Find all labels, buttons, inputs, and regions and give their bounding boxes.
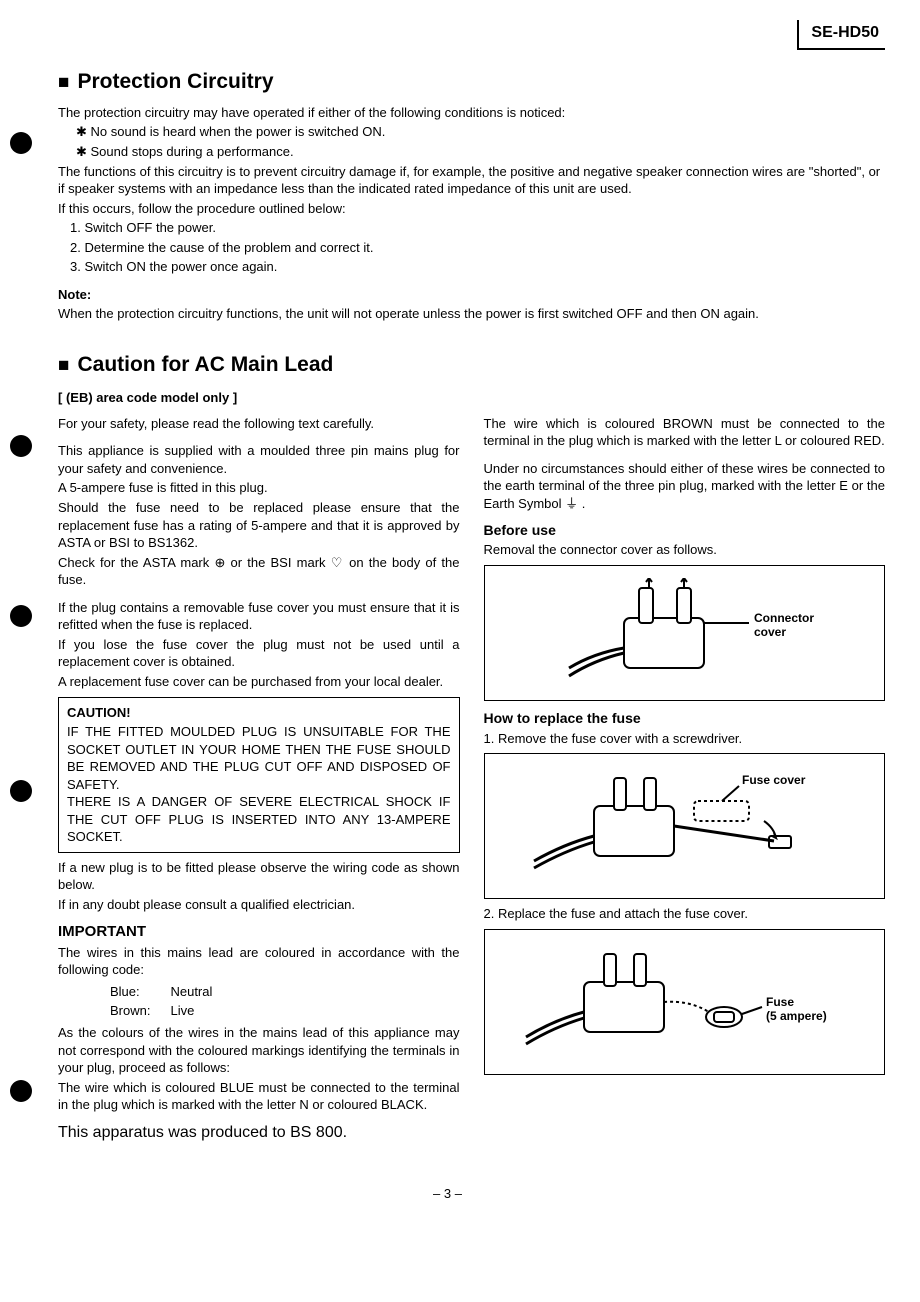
caution-body: THERE IS A DANGER OF SEVERE ELECTRICAL S… [67, 793, 451, 846]
figure-label: Fuse cover [742, 773, 806, 787]
model-number: SE-HD50 [797, 20, 885, 50]
protection-para: If this occurs, follow the procedure out… [58, 200, 885, 218]
protection-bullet: ✱ Sound stops during a performance. [76, 143, 885, 161]
figure-fuse-cover: Fuse cover [484, 753, 886, 899]
figure-label: (5 ampere) [766, 1009, 827, 1023]
area-code-label: [ (EB) area code model only ] [58, 389, 885, 407]
body-text: Check for the ASTA mark ⊕ or the BSI mar… [58, 554, 460, 589]
figure-label: Fuse [766, 995, 794, 1009]
body-text: Should the fuse need to be replaced plea… [58, 499, 460, 552]
punch-hole-icon [10, 1080, 32, 1102]
punch-hole-icon [10, 435, 32, 457]
body-text: 1. Remove the fuse cover with a screwdri… [484, 730, 886, 748]
figure-label: cover [754, 625, 786, 639]
figure-connector-cover: Connector cover [484, 565, 886, 701]
protection-step: 1. Switch OFF the power. [70, 219, 885, 237]
section-title-caution-ac: Caution for AC Main Lead [58, 351, 885, 379]
body-text: Under no circumstances should either of … [484, 460, 886, 513]
note-text: When the protection circuitry functions,… [58, 305, 885, 323]
body-text: The wire which is coloured BLUE must be … [58, 1079, 460, 1114]
punch-hole-icon [10, 132, 32, 154]
wire-val: Live [170, 1002, 230, 1020]
important-label: IMPORTANT [58, 922, 460, 942]
body-text: 2. Replace the fuse and attach the fuse … [484, 905, 886, 923]
wire-val: Neutral [170, 983, 230, 1001]
body-text: The wire which is coloured BROWN must be… [484, 415, 886, 450]
body-text: If in any doubt please consult a qualifi… [58, 896, 460, 914]
body-text: As the colours of the wires in the mains… [58, 1024, 460, 1077]
before-use-heading: Before use [484, 521, 886, 540]
section-title-protection: Protection Circuitry [58, 68, 885, 96]
body-text: For your safety, please read the followi… [58, 415, 460, 433]
protection-step: 2. Determine the cause of the problem an… [70, 239, 885, 257]
page-number: – 3 – [10, 1185, 885, 1203]
body-text: This appliance is supplied with a moulde… [58, 442, 460, 477]
wire-color-table: Blue: Neutral Brown: Live [108, 981, 232, 1022]
wire-key: Blue: [110, 983, 168, 1001]
body-text: If the plug contains a removable fuse co… [58, 599, 460, 634]
note-label: Note: [58, 286, 885, 304]
protection-bullet: ✱ No sound is heard when the power is sw… [76, 123, 885, 141]
wire-key: Brown: [110, 1002, 168, 1020]
body-text: The wires in this mains lead are coloure… [58, 944, 460, 979]
body-text: If a new plug is to be fitted please obs… [58, 859, 460, 894]
body-text: If you lose the fuse cover the plug must… [58, 636, 460, 671]
punch-hole-icon [10, 780, 32, 802]
protection-step: 3. Switch ON the power once again. [70, 258, 885, 276]
caution-box: CAUTION! IF THE FITTED MOULDED PLUG IS U… [58, 697, 460, 853]
protection-para: The functions of this circuitry is to pr… [58, 163, 885, 198]
figure-label: Connector [754, 611, 814, 625]
protection-intro: The protection circuitry may have operat… [58, 104, 885, 122]
figure-fuse-replace: Fuse (5 ampere) [484, 929, 886, 1075]
bs-standard-line: This apparatus was produced to BS 800. [58, 1122, 460, 1144]
punch-hole-icon [10, 605, 32, 627]
body-text: Removal the connector cover as follows. [484, 541, 886, 559]
body-text: A replacement fuse cover can be purchase… [58, 673, 460, 691]
caution-body: IF THE FITTED MOULDED PLUG IS UNSUITABLE… [67, 723, 451, 793]
caution-title: CAUTION! [67, 704, 451, 722]
body-text: A 5-ampere fuse is fitted in this plug. [58, 479, 460, 497]
replace-fuse-heading: How to replace the fuse [484, 709, 886, 728]
